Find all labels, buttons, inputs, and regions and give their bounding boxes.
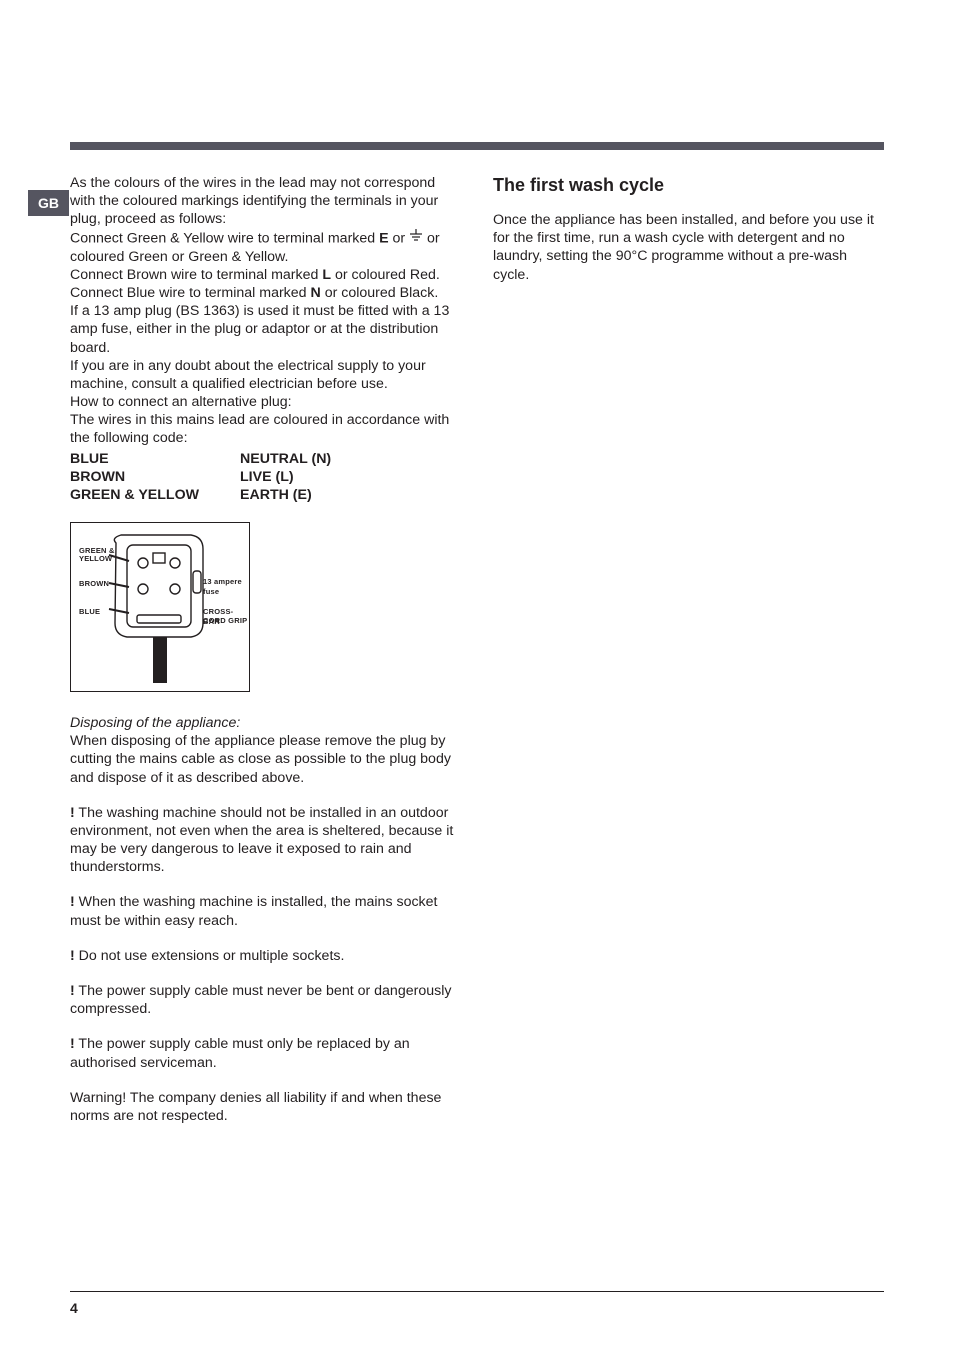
top-divider-bar [70,142,884,150]
text: Connect Brown wire to terminal marked [70,267,322,283]
wire-brown-value: LIVE (L) [240,468,461,486]
plug-label-fuse: 13 ampere fuse [203,577,247,596]
text: or [389,230,410,246]
warning-socket-reach: ! When the washing machine is installed,… [70,893,461,929]
text: or coloured Red. [331,267,440,283]
fuse-note: If a 13 amp plug (BS 1363) is used it mu… [70,302,461,357]
connect-green-yellow: Connect Green & Yellow wire to terminal … [70,229,461,266]
warning-no-extensions: ! Do not use extensions or multiple sock… [70,947,461,965]
warning-cable-replace: ! The power supply cable must only be re… [70,1035,461,1071]
text: or coloured Black. [321,285,439,301]
alt-plug-heading: How to connect an alternative plug: [70,393,461,411]
wire-blue-label: BLUE [70,450,240,468]
connect-blue: Connect Blue wire to terminal marked N o… [70,284,461,302]
intro-paragraph: As the colours of the wires in the lead … [70,174,461,229]
terminal-n: N [311,285,321,301]
text: The washing machine should not be instal… [70,805,453,876]
disposing-heading: Disposing of the appliance: [70,714,461,732]
wire-colour-table: BLUE NEUTRAL (N) BROWN LIVE (L) GREEN & … [70,450,461,505]
disposing-text: When disposing of the appliance please r… [70,732,461,787]
plug-label-grip-b: CORD GRIP [203,616,247,626]
wire-gy-label: GREEN & YELLOW [70,486,240,504]
text: Connect Blue wire to terminal marked [70,285,311,301]
earth-symbol-icon [409,229,423,248]
language-tab: GB [28,190,69,216]
code-intro: The wires in this mains lead are coloure… [70,411,461,447]
text: Connect Green & Yellow wire to terminal … [70,230,379,246]
terminal-l: L [322,267,331,283]
text: The power supply cable must only be repl… [70,1036,410,1070]
first-wash-body: Once the appliance has been installed, a… [493,211,884,284]
footer-rule [70,1291,884,1293]
first-wash-heading: The first wash cycle [493,174,884,197]
plug-label-blue: BLUE [79,607,100,617]
page: GB As the colours of the wires in the le… [0,0,954,1350]
plug-diagram: GREEN & YELLOW BROWN BLUE 13 ampere fuse… [70,522,250,692]
wire-gy-value: EARTH (E) [240,486,461,504]
liability-warning: Warning! The company denies all liabilit… [70,1089,461,1125]
text: Do not use extensions or multiple socket… [75,948,345,964]
warning-outdoor: ! The washing machine should not be inst… [70,804,461,877]
disposing-block: Disposing of the appliance: When disposi… [70,714,461,787]
right-column: The first wash cycle Once the appliance … [493,174,884,1142]
wire-brown-label: BROWN [70,468,240,486]
wire-blue-value: NEUTRAL (N) [240,450,461,468]
content-columns: As the colours of the wires in the lead … [70,174,884,1142]
doubt-note: If you are in any doubt about the electr… [70,357,461,393]
page-number: 4 [70,1300,78,1316]
warning-cable-bend: ! The power supply cable must never be b… [70,982,461,1018]
plug-label-gy: GREEN & YELLOW [79,547,119,562]
terminal-e: E [379,230,388,246]
plug-label-brown: BROWN [79,579,109,589]
text: When the washing machine is installed, t… [70,894,438,928]
text: The power supply cable must never be ben… [70,983,451,1017]
left-column: As the colours of the wires in the lead … [70,174,461,1142]
connect-brown: Connect Brown wire to terminal marked L … [70,266,461,284]
wiring-instructions: As the colours of the wires in the lead … [70,174,461,504]
